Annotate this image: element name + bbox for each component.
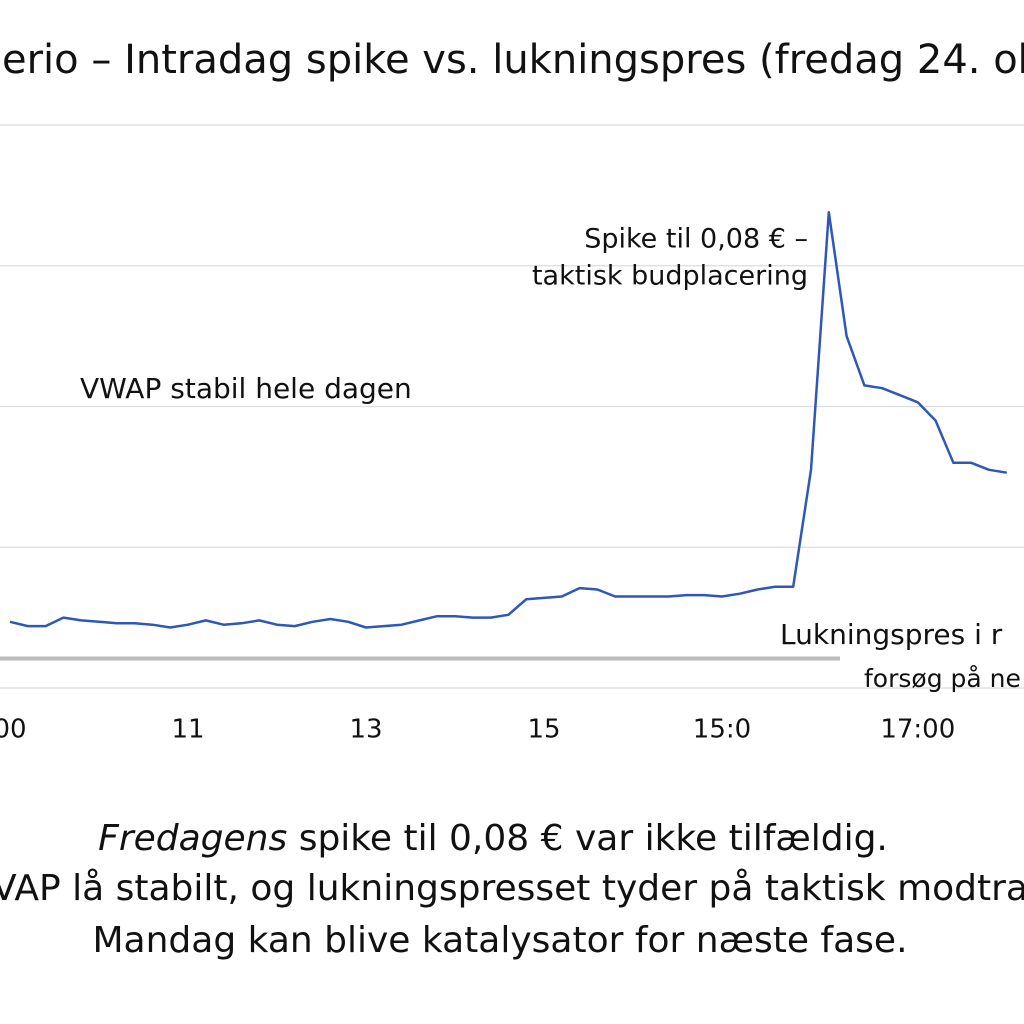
- x-tick-label: 15:0: [693, 715, 751, 745]
- x-tick-label: 17:00: [880, 715, 955, 745]
- x-tick-label: 00: [0, 715, 27, 745]
- chart-title: erio – Intradag spike vs. lukningspres (…: [2, 37, 1024, 83]
- caption: Mandag kan blive katalysator for næste f…: [92, 920, 907, 961]
- annotation: Lukningspres i r: [780, 618, 1003, 651]
- annotation: VWAP stabil hele dagen: [80, 372, 412, 405]
- x-tick-label: 13: [349, 715, 382, 745]
- caption: Fredagens spike til 0,08 € var ikke tilf…: [98, 818, 888, 859]
- data-line: [9, 211, 1008, 629]
- x-tick-label: 15: [527, 715, 560, 745]
- caption-emphasis: Fredagens: [98, 818, 287, 859]
- annotation: forsøg på ne: [864, 664, 1021, 693]
- caption-text: spike til 0,08 € var ikke tilfældig.: [287, 818, 888, 859]
- annotation: Spike til 0,08 € –: [584, 224, 808, 255]
- caption: VAP lå stabilt, og lukningspresset tyder…: [0, 868, 1024, 909]
- annotation: taktisk budplacering: [532, 261, 808, 292]
- x-tick-label: 11: [171, 715, 204, 745]
